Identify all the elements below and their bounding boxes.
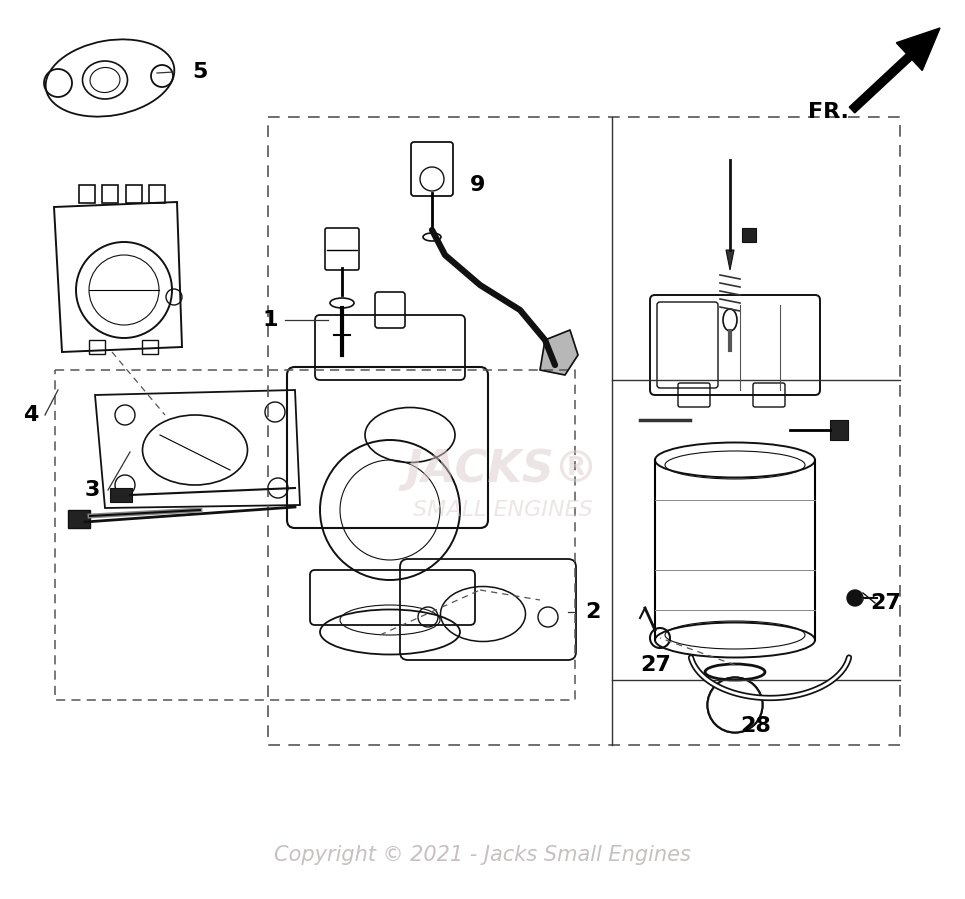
Text: 5: 5 <box>192 62 207 82</box>
Bar <box>830 420 848 440</box>
Bar <box>149 185 165 203</box>
Text: Copyright © 2021 - Jacks Small Engines: Copyright © 2021 - Jacks Small Engines <box>274 845 691 865</box>
FancyArrow shape <box>849 28 940 113</box>
Text: 2: 2 <box>585 602 600 622</box>
Text: 1: 1 <box>262 310 278 330</box>
Bar <box>79 185 95 203</box>
Bar <box>742 228 756 242</box>
Bar <box>142 340 158 354</box>
Text: 28: 28 <box>740 716 771 736</box>
Text: 3: 3 <box>85 480 100 500</box>
Text: 27: 27 <box>640 655 671 675</box>
Text: SMALL ENGINES: SMALL ENGINES <box>413 500 593 520</box>
Bar <box>110 488 132 502</box>
Text: JACKS®: JACKS® <box>406 448 599 491</box>
Circle shape <box>847 590 863 606</box>
Bar <box>68 510 90 528</box>
Text: FR.: FR. <box>808 102 849 122</box>
Polygon shape <box>540 330 578 375</box>
Polygon shape <box>726 250 734 270</box>
Text: 9: 9 <box>470 175 485 195</box>
FancyBboxPatch shape <box>657 302 718 388</box>
Bar <box>89 340 105 354</box>
Text: 27: 27 <box>870 593 901 613</box>
Bar <box>102 185 118 203</box>
Bar <box>126 185 142 203</box>
Text: 4: 4 <box>22 405 38 425</box>
